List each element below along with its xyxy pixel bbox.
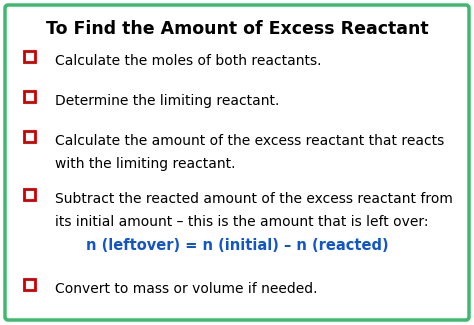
Text: Determine the limiting reactant.: Determine the limiting reactant. <box>55 94 279 108</box>
Bar <box>25 188 36 200</box>
Bar <box>25 90 36 101</box>
Bar <box>25 50 36 61</box>
Text: To Find the Amount of Excess Reactant: To Find the Amount of Excess Reactant <box>46 20 428 38</box>
Text: Convert to mass or volume if needed.: Convert to mass or volume if needed. <box>55 282 318 296</box>
Text: n (leftover) = n (initial) – n (reacted): n (leftover) = n (initial) – n (reacted) <box>86 238 388 253</box>
Text: Calculate the moles of both reactants.: Calculate the moles of both reactants. <box>55 54 321 68</box>
FancyBboxPatch shape <box>5 5 469 320</box>
Bar <box>25 131 36 141</box>
Bar <box>25 279 36 290</box>
Text: Subtract the reacted amount of the excess reactant from
its initial amount – thi: Subtract the reacted amount of the exces… <box>55 192 453 229</box>
Text: Calculate the amount of the excess reactant that reacts
with the limiting reacta: Calculate the amount of the excess react… <box>55 134 444 171</box>
